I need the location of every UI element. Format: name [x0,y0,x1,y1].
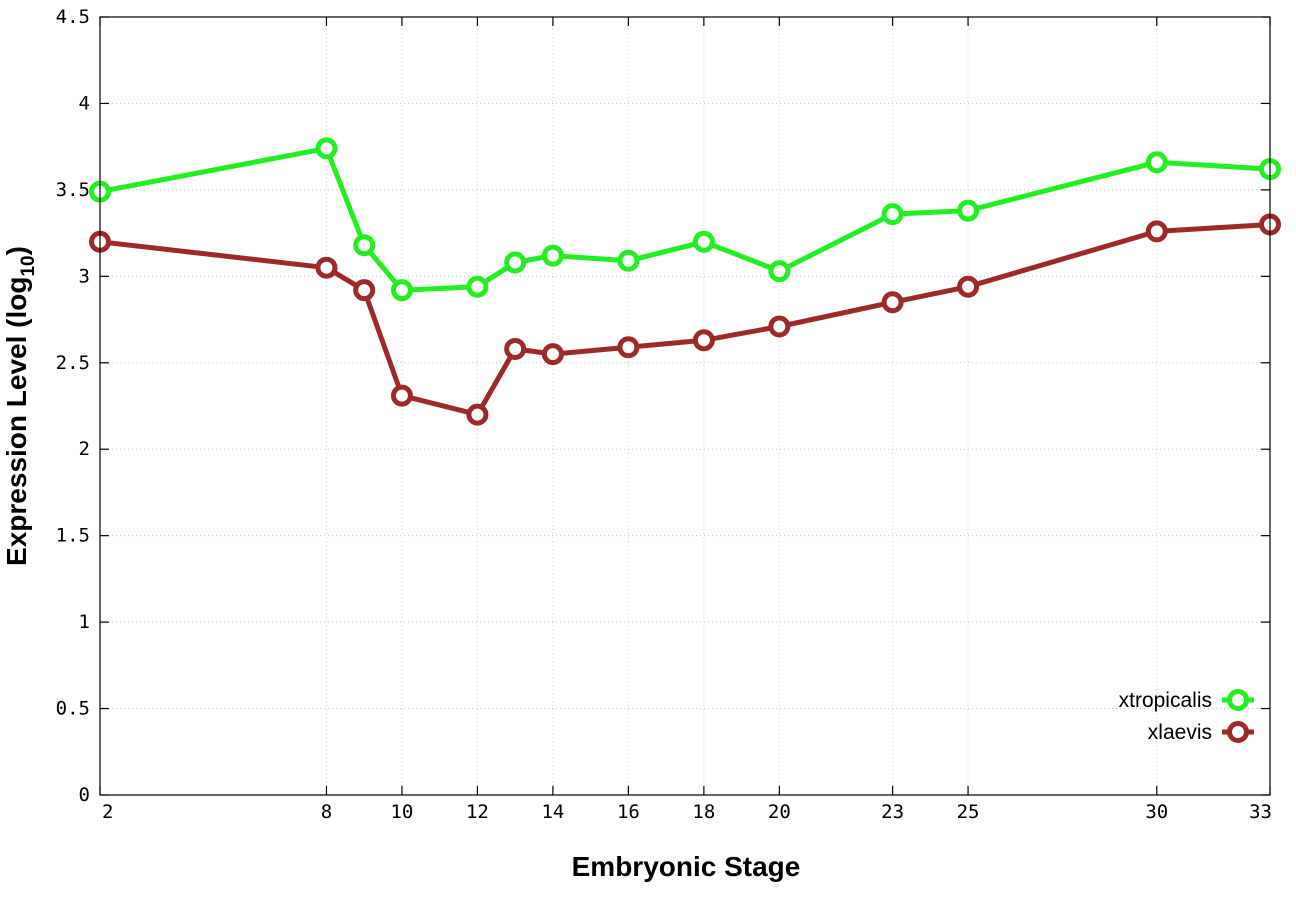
y-tick-labels: 0 0.5 1 1.5 2 2.5 3 3.5 4 4.5 [56,6,90,806]
y-tick-label: 0.5 [56,698,90,720]
y-tick-label: 0 [79,784,90,806]
legend-marker-xtropicalis [1227,689,1249,711]
data-point-xtropicalis [957,199,980,222]
data-point-xlaevis [692,329,715,352]
x-tick-label: 8 [321,801,332,823]
data-point-xlaevis [617,336,640,359]
y-axis-title-main: Expression Level (log [1,277,32,566]
data-point-xlaevis [390,384,413,407]
data-point-xlaevis [541,343,564,366]
series [89,137,1281,426]
data-point-xtropicalis [768,260,791,283]
y-axis-title: Expression Level (log10) [1,246,39,566]
legend-marker-xlaevis [1227,721,1249,743]
y-tick-label: 2.5 [56,352,90,374]
data-point-xlaevis [466,403,489,426]
axis-ticks [99,16,1271,796]
x-tick-label: 16 [617,801,640,823]
x-tick-label: 23 [881,801,904,823]
data-point-xtropicalis [1145,151,1168,174]
plot-frame [99,16,1271,796]
data-point-xtropicalis [541,244,564,267]
data-point-xtropicalis [390,279,413,302]
data-point-xtropicalis [315,137,338,160]
x-tick-label: 2 [102,801,113,823]
data-point-xtropicalis [617,249,640,272]
data-point-xlaevis [881,291,904,314]
series-xtropicalis [89,137,1281,302]
data-point-xtropicalis [692,230,715,253]
x-tick-label: 30 [1145,801,1168,823]
data-point-xlaevis [957,275,980,298]
y-tick-label: 2 [79,438,90,460]
x-tick-label: 20 [768,801,791,823]
y-tick-label: 4.5 [56,6,90,28]
y-tick-label: 1.5 [56,525,90,547]
series-line-xtropicalis [99,145,1271,293]
data-point-xtropicalis [466,275,489,298]
y-tick-label: 4 [79,92,90,114]
grid [100,17,1270,795]
x-tick-label: 10 [390,801,413,823]
x-axis-title: Embryonic Stage [572,851,801,882]
data-point-xlaevis [1145,220,1168,243]
y-axis-title-subscript: 10 [18,255,39,276]
series-line-xlaevis [99,222,1271,418]
data-point-xtropicalis [881,203,904,226]
series-xlaevis [89,213,1281,426]
data-point-xlaevis [768,315,791,338]
y-tick-label: 1 [79,611,90,633]
x-tick-label: 12 [466,801,489,823]
y-tick-label: 3 [79,265,90,287]
data-point-xtropicalis [353,234,376,257]
x-tick-label: 14 [541,801,564,823]
data-point-xlaevis [315,256,338,279]
data-point-xtropicalis [504,251,527,274]
legend: xtropicalis xlaevis [1119,689,1254,744]
x-tick-label: 33 [1249,801,1272,823]
legend-label-xlaevis: xlaevis [1148,721,1212,744]
legend-label-xtropicalis: xtropicalis [1119,689,1212,712]
data-point-xlaevis [504,337,527,360]
x-tick-labels: 2 8 10 12 14 16 18 20 23 25 30 33 [102,801,1272,823]
x-tick-label: 18 [692,801,715,823]
data-point-xlaevis [353,279,376,302]
y-axis-title-close: ) [1,246,32,255]
x-tick-label: 25 [957,801,980,823]
y-tick-label: 3.5 [56,179,90,201]
